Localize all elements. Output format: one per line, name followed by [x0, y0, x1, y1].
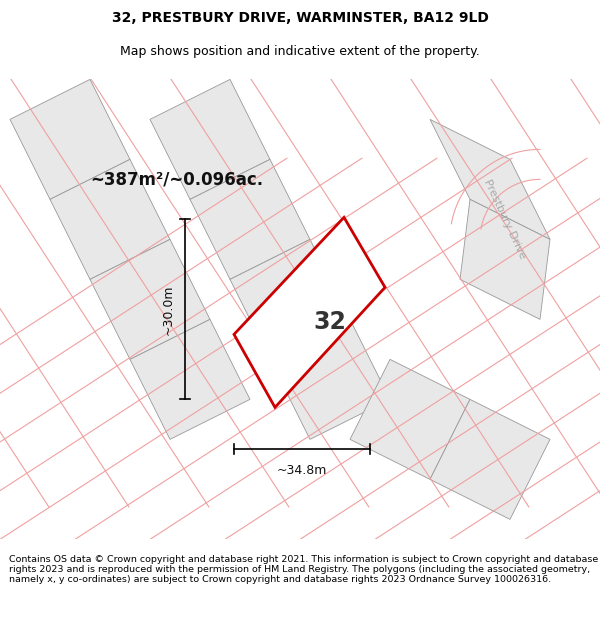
Text: Contains OS data © Crown copyright and database right 2021. This information is : Contains OS data © Crown copyright and d… [9, 554, 598, 584]
Text: 32, PRESTBURY DRIVE, WARMINSTER, BA12 9LD: 32, PRESTBURY DRIVE, WARMINSTER, BA12 9L… [112, 11, 488, 26]
Text: ~34.8m: ~34.8m [277, 464, 327, 478]
Polygon shape [10, 79, 130, 199]
Text: 32: 32 [313, 309, 346, 334]
Text: ~30.0m: ~30.0m [162, 284, 175, 334]
Polygon shape [234, 217, 385, 408]
Text: ~387m²/~0.096ac.: ~387m²/~0.096ac. [90, 171, 263, 188]
Polygon shape [90, 239, 210, 359]
Polygon shape [460, 199, 550, 319]
Polygon shape [430, 119, 550, 239]
Polygon shape [270, 319, 390, 439]
Polygon shape [230, 239, 350, 359]
Text: Map shows position and indicative extent of the property.: Map shows position and indicative extent… [120, 45, 480, 58]
Polygon shape [130, 319, 250, 439]
Polygon shape [430, 399, 550, 519]
Polygon shape [50, 159, 170, 279]
Polygon shape [350, 359, 470, 479]
Polygon shape [150, 79, 270, 199]
Text: Prestbury Drive: Prestbury Drive [482, 178, 528, 261]
Polygon shape [190, 159, 310, 279]
